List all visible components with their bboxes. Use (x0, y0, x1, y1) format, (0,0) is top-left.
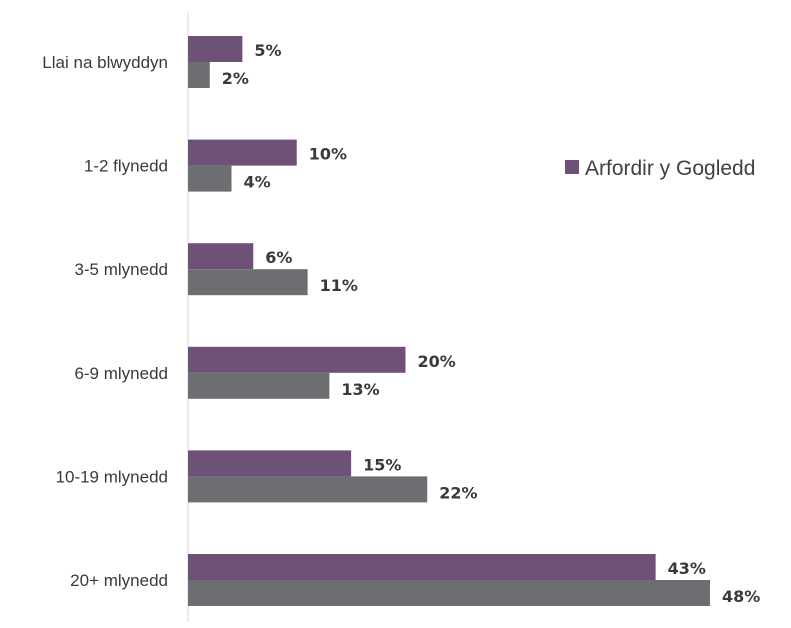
value-label: 15% (363, 455, 401, 474)
value-label: 10% (309, 145, 347, 164)
category-label: 3-5 mlynedd (74, 260, 168, 279)
bar-series-2 (188, 372, 330, 399)
value-label: 22% (439, 483, 477, 502)
bar-series-2 (188, 62, 210, 88)
bar-series-2 (188, 476, 428, 503)
bar-series-2 (188, 165, 232, 192)
bar-series-2 (188, 580, 710, 606)
category-label: 1-2 flynedd (84, 157, 168, 176)
value-label: 4% (244, 173, 271, 192)
bar-series-1 (188, 36, 243, 62)
value-label: 43% (668, 559, 706, 578)
bar-series-1 (188, 139, 297, 166)
bar-series-1 (188, 554, 656, 580)
bar-series-1 (188, 243, 254, 270)
value-label: 20% (418, 352, 456, 371)
value-label: 11% (320, 276, 358, 295)
category-label: 6-9 mlynedd (74, 364, 168, 383)
value-label: 13% (341, 380, 379, 399)
legend-label: Arfordir y Gogledd (585, 157, 755, 180)
category-labels: Llai na blwyddyn 1-2 flynedd 3-5 mlynedd 6-… (42, 53, 168, 590)
value-label: 5% (254, 41, 281, 60)
legend-swatch (565, 160, 579, 174)
bar-series-2 (188, 269, 308, 296)
category-label: Llai na blwyddyn (42, 53, 168, 72)
category-label: 20+ mlynedd (70, 571, 168, 590)
value-label: 48% (722, 587, 760, 606)
legend: Arfordir y Gogledd (565, 157, 755, 180)
bar-series-1 (188, 346, 406, 373)
value-labels: 5% 2% 10% 4% 6% 11% 20% 13% 15% 22% 43% 48% (222, 41, 761, 606)
bar-series-1 (188, 450, 352, 477)
value-label: 6% (265, 248, 292, 267)
bars-group (188, 36, 710, 606)
value-label: 2% (222, 69, 249, 88)
category-label: 10-19 mlynedd (56, 467, 168, 486)
